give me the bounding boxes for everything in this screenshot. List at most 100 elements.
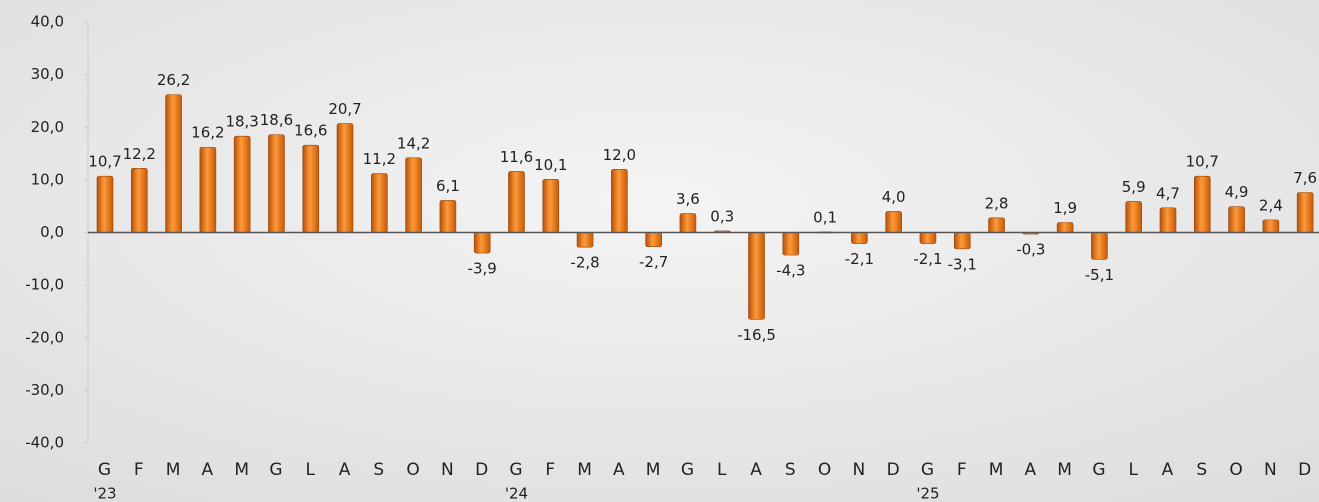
bar [268, 135, 284, 233]
bar [851, 233, 867, 244]
data-label: -2,8 [570, 254, 599, 272]
x-tick-label: M [646, 460, 662, 480]
data-label: 18,6 [260, 111, 293, 129]
x-tick-label: G [269, 460, 283, 480]
bar [611, 169, 627, 232]
x-tick-label: N [853, 460, 867, 480]
data-label: 10,7 [88, 153, 121, 171]
x-tick-label: G [1092, 460, 1106, 480]
bar [131, 168, 147, 232]
bar [200, 147, 216, 232]
bar [508, 171, 524, 232]
bar [1057, 223, 1073, 233]
x-tick-label: L [717, 460, 727, 480]
y-tick-label: 10,0 [31, 170, 64, 188]
data-label: 10,7 [1186, 153, 1219, 171]
data-label: 5,9 [1122, 178, 1146, 196]
data-label: -0,3 [1016, 241, 1045, 259]
bar [680, 214, 696, 233]
data-label: 16,2 [191, 124, 224, 142]
x-tick-label: A [202, 460, 215, 480]
data-label: -5,1 [1085, 266, 1114, 284]
bar [1263, 220, 1279, 233]
y-tick-label: -30,0 [25, 381, 64, 399]
bar [1229, 207, 1245, 233]
data-label: 0,1 [813, 208, 837, 226]
x-tick-label: M [1057, 460, 1073, 480]
x-tick-label: D [887, 460, 901, 480]
data-label: 2,8 [985, 194, 1009, 212]
data-label: 12,2 [123, 145, 156, 163]
x-tick-label: A [1025, 460, 1038, 480]
bar [783, 233, 799, 256]
y-tick-label: 20,0 [31, 118, 64, 136]
bar [1297, 193, 1313, 233]
y-tick-label: 40,0 [31, 13, 64, 31]
x-tick-label: F [545, 460, 556, 480]
x-tick-label: A [339, 460, 352, 480]
x-tick-label: N [441, 460, 455, 480]
x-tick-label: A [1162, 460, 1175, 480]
bar [920, 233, 936, 244]
x-tick-label: S [1196, 460, 1208, 480]
bar [749, 233, 765, 320]
bar [371, 174, 387, 233]
x-tick-label: S [373, 460, 385, 480]
x-tick-label: G [681, 460, 695, 480]
data-label: 12,0 [603, 146, 636, 164]
x-tick-label: L [305, 460, 315, 480]
data-label: 4,0 [882, 188, 906, 206]
data-label: -2,1 [913, 250, 942, 268]
x-tick-label: O [1229, 460, 1243, 480]
data-label: -3,9 [468, 260, 497, 278]
chart: -40,0 -30,0 -20,0 -10,0 0,0 10,0 20,0 30,0 40,0 1… [0, 0, 1319, 502]
x-tick-label: M [234, 460, 250, 480]
x-tick-label: M [166, 460, 182, 480]
x-tick-label: A [613, 460, 626, 480]
bar [886, 211, 902, 232]
year-label: '23 [93, 485, 116, 502]
x-tick-label: M [577, 460, 593, 480]
x-tick-label: G [921, 460, 935, 480]
data-label: 2,4 [1259, 196, 1283, 214]
x-tick-label: N [1264, 460, 1278, 480]
bar [1160, 208, 1176, 233]
data-label: 4,9 [1225, 183, 1249, 201]
data-label: 18,3 [225, 113, 258, 131]
y-tick-label: -20,0 [25, 328, 64, 346]
y-tick-label: -10,0 [25, 276, 64, 294]
bar [406, 158, 422, 233]
year-label: '25 [916, 485, 939, 502]
x-tick-label: L [1128, 460, 1138, 480]
x-tick-label: F [134, 460, 145, 480]
data-label: -16,5 [737, 326, 776, 344]
bar [97, 176, 113, 232]
data-label: -2,1 [845, 250, 874, 268]
x-tick-label: D [1298, 460, 1312, 480]
x-tick-label: A [750, 460, 763, 480]
x-tick-label: O [406, 460, 420, 480]
data-label: 1,9 [1053, 199, 1077, 217]
bar [474, 233, 490, 254]
data-label: 26,2 [157, 71, 190, 89]
bar [337, 124, 353, 233]
data-label: -3,1 [948, 255, 977, 273]
y-tick-label: 30,0 [31, 65, 64, 83]
background [0, 0, 1319, 502]
x-tick-label: O [818, 460, 832, 480]
data-label: 11,2 [363, 150, 396, 168]
x-tick-label: M [989, 460, 1005, 480]
data-label: -4,3 [776, 262, 805, 280]
x-tick-label: G [98, 460, 112, 480]
bar [440, 200, 456, 232]
bar [954, 233, 970, 249]
data-label: 10,1 [534, 156, 567, 174]
y-tick-label: -40,0 [25, 434, 64, 452]
x-tick-label: D [475, 460, 489, 480]
bar [646, 233, 662, 247]
data-label: 11,6 [500, 148, 533, 166]
y-tick-label: 0,0 [40, 223, 64, 241]
page: -40,0 -30,0 -20,0 -10,0 0,0 10,0 20,0 30,0 40,0 1… [0, 0, 1319, 502]
bar [577, 233, 593, 248]
data-label: 20,7 [328, 100, 361, 118]
